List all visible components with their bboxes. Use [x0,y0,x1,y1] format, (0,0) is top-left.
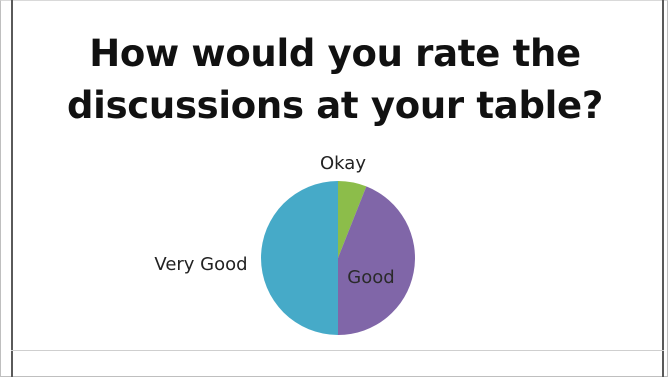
chart-title-line-2: discussions at your table? [67,84,603,127]
pie-labels: Okay Good Very Good [154,153,394,288]
pie-label-good: Good [347,267,394,288]
pie-slice-okay [338,181,367,258]
pie-slice-very-good [261,181,338,335]
pie-slices [261,181,415,335]
frame-left-edge [11,0,13,377]
frame-bottom-edge [11,350,664,351]
chart-title-line-1: How would you rate the [89,32,581,75]
frame-right-edge [662,0,664,377]
pie-slice-good [338,186,415,335]
chart-title: How would you rate the discussions at yo… [20,28,650,132]
pie-label-very-good: Very Good [154,254,247,275]
pie-label-okay: Okay [320,153,366,174]
